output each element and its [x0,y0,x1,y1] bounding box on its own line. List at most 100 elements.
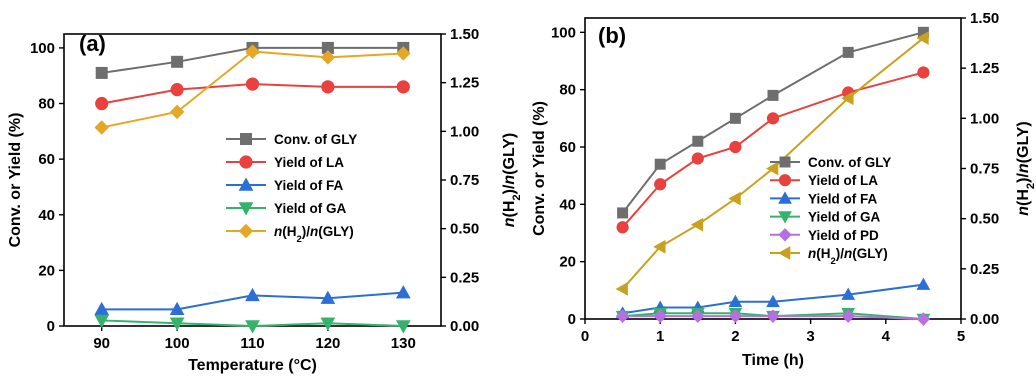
y2-tick-label: 0.50 [970,211,999,228]
legend-marker [240,133,252,145]
legend-label-part: n [844,246,852,261]
legend-label: Yield of GA [808,210,881,225]
y-axis-label: Conv. or Yield (%) [7,113,24,248]
data-point [691,152,704,165]
data-point [245,77,260,91]
legend-label: Yield of LA [274,155,344,170]
data-point [654,158,666,170]
legend-label-part: )/ [836,246,844,261]
legend-label-part: (H [816,246,830,261]
legend: Conv. of GLY Yield of LA Yield of FA Yield … [770,155,891,267]
y2-tick-label: 0.00 [450,318,479,335]
y-tick-label: 20 [559,254,576,271]
data-point [766,309,780,323]
legend-marker [777,246,791,260]
x-tick-label: 4 [882,328,891,345]
y2-axis-label-part: (H [501,201,518,218]
y-tick-label: 20 [38,262,55,279]
y2-axis-label: n(H2)/n(GLY) [501,133,523,228]
legend-label: Conv. of GLY [274,132,357,147]
data-point [395,285,411,299]
legend-label-part: 2 [831,256,836,267]
data-point [653,239,666,254]
y-tick-label: 80 [38,96,55,113]
data-point [765,161,779,176]
legend-label: n(H2)/n(GLY) [274,224,354,245]
data-point [841,309,855,323]
data-point [728,309,743,323]
y2-axis-label-part: )/ [1015,173,1032,183]
x-tick-label: 1 [656,328,664,345]
data-point [320,50,336,65]
y-tick-label: 80 [559,82,576,99]
data-point [396,80,410,94]
data-point [617,207,629,219]
legend-marker [238,223,254,239]
data-point [94,120,109,135]
legend-label-part: n [310,224,318,239]
y-tick-label: 100 [30,40,55,57]
x-tick-label: 3 [806,328,814,345]
data-point [615,309,630,323]
data-point [916,277,931,290]
legend-label: Conv. of GLY [808,155,891,170]
y2-tick-label: 1.25 [970,60,999,77]
data-point [728,191,741,206]
data-point [842,46,854,58]
data-point [615,282,628,296]
panel-label: (a) [79,31,106,56]
data-point [396,46,411,61]
x-tick-label: 120 [315,335,340,352]
data-point [245,320,260,334]
data-point [320,290,336,304]
data-point [395,320,411,334]
data-point [171,55,184,68]
legend-label-part: 2 [297,234,302,245]
legend-marker [778,228,792,242]
data-point [729,112,741,124]
data-point [841,287,856,300]
data-point [767,89,779,101]
legend-marker [778,211,792,224]
data-point [692,135,704,147]
data-point [321,80,335,94]
legend-label-part: n [808,246,816,261]
data-point [766,294,780,308]
y2-axis-label: n(H2)/n(GLY) [1015,121,1036,216]
x-axis-label: Temperature (°C) [188,357,317,374]
data-point [654,178,667,191]
x-axis-label: Time (h) [742,352,804,369]
y2-tick-label: 0.75 [450,172,479,189]
y2-tick-label: 0.25 [450,269,479,286]
data-point [728,294,743,308]
y-tick-label: 100 [551,24,576,41]
data-point [729,140,742,154]
y2-tick-label: 1.50 [970,10,999,27]
data-point [95,96,109,111]
data-point [841,91,854,106]
legend-marker [239,155,253,169]
y2-tick-label: 0.00 [970,311,999,328]
data-point [320,317,336,331]
y-tick-label: 40 [559,196,576,213]
legend-label-part: (GLY) [318,224,354,239]
y-axis-label: Conv. or Yield (%) [531,101,548,236]
chart-panel-a: 90 100 110 120 130 0 20 40 60 80 100 0.00 0.25 0.50 0.… [7,26,523,374]
legend-label-part: (GLY) [852,246,888,261]
x-tick-label: 130 [391,335,416,352]
legend-marker [778,174,792,187]
y-tick-label: 60 [559,139,576,156]
legend-marker [779,156,791,168]
data-point [916,31,929,45]
y2-tick-label: 0.25 [970,261,999,278]
x-tick-label: 5 [957,328,965,345]
y2-axis-label-part: (GLY) [1015,121,1032,163]
y2-axis-label-part: n [501,175,518,185]
data-point [916,312,931,326]
legend-marker [778,191,792,204]
data-point [95,66,108,79]
data-point [245,287,260,302]
y-tick-label: 0 [47,318,55,335]
y2-tick-label: 0.50 [450,221,479,238]
